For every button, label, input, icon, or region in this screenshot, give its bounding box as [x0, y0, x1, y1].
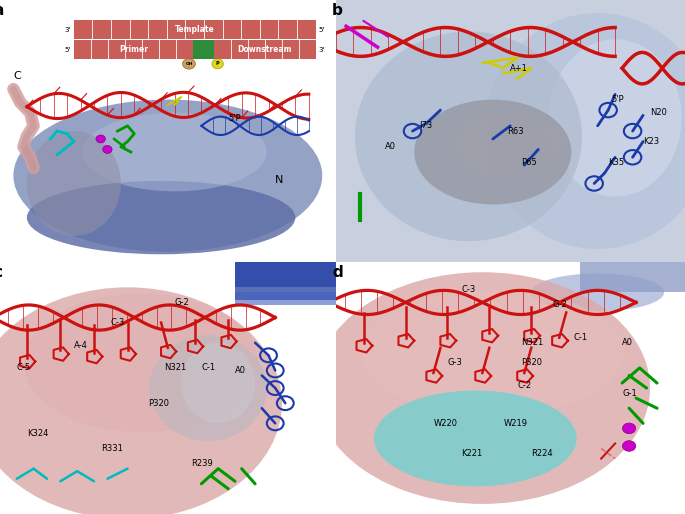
Text: d: d	[332, 265, 343, 280]
Ellipse shape	[314, 272, 650, 504]
Ellipse shape	[27, 131, 121, 236]
Ellipse shape	[23, 293, 258, 432]
Text: A0: A0	[622, 338, 633, 347]
Ellipse shape	[103, 145, 112, 153]
Text: N321: N321	[521, 338, 543, 347]
Text: K35: K35	[608, 158, 624, 167]
Text: K324: K324	[27, 429, 48, 438]
Ellipse shape	[458, 112, 562, 177]
Ellipse shape	[623, 423, 636, 434]
Text: C: C	[14, 70, 21, 81]
Text: C-2: C-2	[517, 381, 532, 390]
Text: G-2: G-2	[552, 301, 567, 309]
Ellipse shape	[182, 343, 255, 424]
Text: OH: OH	[185, 62, 192, 66]
Text: C-1: C-1	[201, 363, 216, 373]
Text: 5'P: 5'P	[228, 114, 241, 122]
Text: Template: Template	[175, 25, 214, 34]
Ellipse shape	[27, 181, 295, 254]
Ellipse shape	[549, 40, 682, 197]
Text: C-3: C-3	[111, 318, 125, 327]
Ellipse shape	[183, 59, 195, 69]
Text: A0: A0	[235, 366, 246, 375]
Text: 5': 5'	[64, 47, 71, 53]
Text: R224: R224	[532, 449, 553, 458]
Bar	[235, 250, 336, 287]
Ellipse shape	[484, 13, 685, 249]
Ellipse shape	[374, 391, 577, 486]
Text: W220: W220	[434, 419, 458, 428]
Ellipse shape	[355, 31, 582, 241]
Text: R331: R331	[101, 444, 123, 453]
Text: 3': 3'	[319, 47, 325, 53]
Text: 5'P: 5'P	[612, 95, 624, 104]
Ellipse shape	[212, 59, 223, 69]
Ellipse shape	[532, 273, 664, 311]
Text: P320: P320	[521, 358, 542, 368]
Ellipse shape	[0, 287, 282, 514]
Text: C-5: C-5	[16, 363, 31, 373]
Text: A0: A0	[384, 142, 395, 151]
Text: A+1: A+1	[510, 64, 528, 72]
Text: P: P	[216, 61, 219, 66]
Bar	[580, 257, 685, 292]
Bar	[214, 40, 316, 59]
Ellipse shape	[623, 440, 636, 451]
Text: 5': 5'	[319, 27, 325, 33]
Ellipse shape	[149, 335, 267, 441]
Text: A-4: A-4	[74, 341, 88, 350]
Text: I73: I73	[419, 121, 433, 131]
Text: N321: N321	[164, 363, 187, 373]
Text: a: a	[0, 3, 3, 17]
Text: P320: P320	[148, 399, 169, 408]
Ellipse shape	[82, 113, 267, 191]
Text: c: c	[0, 265, 2, 280]
Text: P65: P65	[521, 158, 536, 167]
Ellipse shape	[414, 100, 571, 205]
Text: R239: R239	[191, 459, 213, 468]
Bar	[235, 292, 336, 305]
Text: R63: R63	[507, 126, 523, 136]
Text: K221: K221	[462, 449, 483, 458]
Text: N20: N20	[650, 108, 667, 117]
Text: G-1: G-1	[622, 389, 637, 398]
Bar	[74, 21, 316, 40]
Text: 3': 3'	[64, 27, 71, 33]
Bar	[235, 254, 336, 300]
Bar	[193, 40, 214, 59]
Text: N: N	[275, 175, 284, 186]
Text: Downstream: Downstream	[237, 45, 292, 54]
Bar	[74, 40, 193, 59]
Text: G-2: G-2	[175, 298, 189, 307]
Text: C-3: C-3	[462, 285, 475, 295]
Text: G-3: G-3	[447, 358, 462, 368]
Text: C-1: C-1	[573, 333, 587, 342]
Ellipse shape	[14, 100, 322, 252]
Text: b: b	[332, 3, 343, 17]
Text: W219: W219	[503, 419, 527, 428]
Text: K23: K23	[643, 137, 659, 146]
Text: Primer: Primer	[119, 45, 148, 54]
Ellipse shape	[362, 290, 624, 416]
Ellipse shape	[96, 135, 105, 143]
